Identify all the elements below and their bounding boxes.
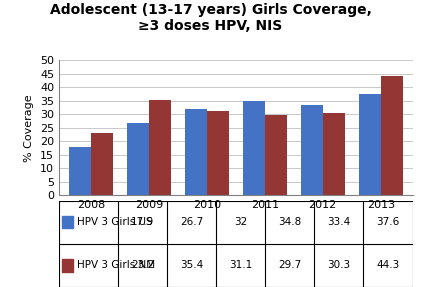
Text: 35.4: 35.4 <box>180 261 203 270</box>
Y-axis label: % Coverage: % Coverage <box>24 94 35 162</box>
Text: 17.9: 17.9 <box>131 218 154 227</box>
Text: 31.1: 31.1 <box>229 261 252 270</box>
Bar <box>301 105 323 195</box>
Text: HPV 3 Girls NM: HPV 3 Girls NM <box>77 261 155 270</box>
Text: 23.2: 23.2 <box>131 261 154 270</box>
Bar <box>149 100 171 195</box>
Bar <box>359 94 381 195</box>
Bar <box>381 76 403 195</box>
Text: 44.3: 44.3 <box>376 261 400 270</box>
Bar <box>323 113 345 195</box>
Text: HPV 3 Girls US: HPV 3 Girls US <box>77 218 152 227</box>
Text: 29.7: 29.7 <box>278 261 301 270</box>
Text: 30.3: 30.3 <box>328 261 350 270</box>
Bar <box>69 147 91 195</box>
Text: 26.7: 26.7 <box>180 218 203 227</box>
Text: Adolescent (13-17 years) Girls Coverage,
≥3 doses HPV, NIS: Adolescent (13-17 years) Girls Coverage,… <box>50 3 371 33</box>
Text: 34.8: 34.8 <box>278 218 301 227</box>
Bar <box>207 111 229 195</box>
Text: 32: 32 <box>234 218 247 227</box>
Bar <box>265 115 287 195</box>
Bar <box>243 101 265 195</box>
Bar <box>185 109 207 195</box>
Bar <box>62 259 73 272</box>
Bar <box>91 133 113 195</box>
Text: 37.6: 37.6 <box>376 218 400 227</box>
Bar <box>62 216 73 228</box>
Text: 33.4: 33.4 <box>327 218 351 227</box>
Bar <box>127 123 149 195</box>
